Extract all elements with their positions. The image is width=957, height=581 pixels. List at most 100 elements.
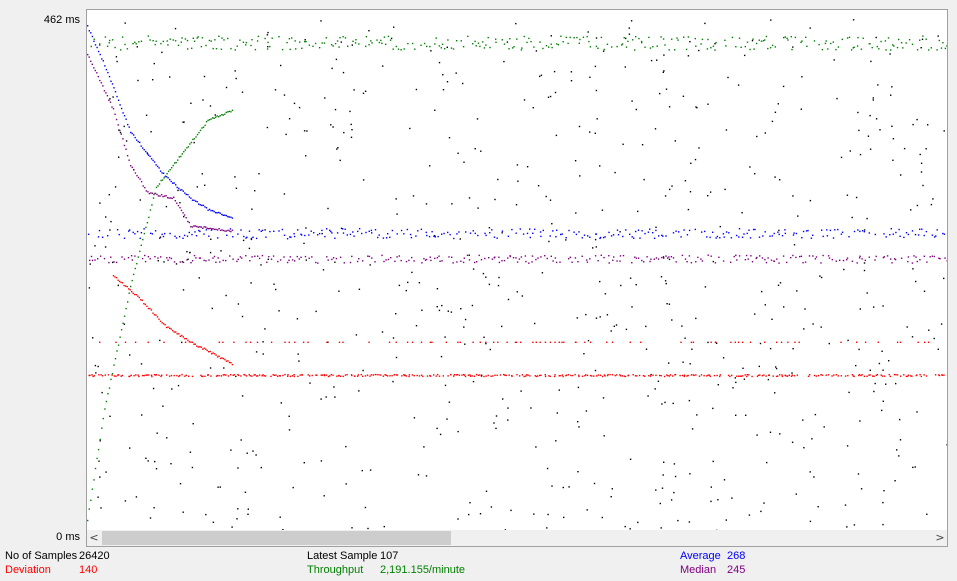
sample-point (550, 35, 552, 37)
median-point (745, 254, 748, 257)
average-point (746, 232, 748, 235)
deviation-point (117, 279, 119, 281)
sample-point (506, 41, 509, 43)
throughput-point (621, 43, 624, 45)
average-point (313, 232, 315, 234)
throughput-point (392, 48, 394, 50)
sample-point (255, 454, 257, 456)
average-point (331, 232, 333, 234)
throughput-point (220, 48, 223, 50)
deviation-point (681, 374, 684, 377)
median-point (180, 209, 183, 212)
deviation-point (781, 374, 783, 376)
sample-point (333, 386, 335, 388)
average-point (892, 233, 894, 235)
average-point (484, 232, 486, 235)
sample-point (696, 414, 698, 416)
sample-point (450, 311, 453, 313)
average-point (647, 231, 650, 233)
sample-point (809, 27, 811, 29)
throughput-point (189, 143, 191, 145)
deviation-point (395, 341, 397, 343)
median-point (203, 259, 205, 262)
average-point (139, 141, 141, 144)
average-point (159, 237, 161, 239)
average-point (722, 233, 725, 235)
sample-point (369, 264, 371, 266)
throughput-point (621, 44, 623, 46)
sample-point (792, 46, 794, 48)
sample-point (471, 304, 474, 307)
sample-point (840, 156, 843, 159)
throughput-point (122, 322, 124, 324)
sample-point (593, 482, 596, 485)
throughput-point (175, 161, 177, 164)
sample-point (690, 162, 692, 164)
deviation-point (589, 374, 592, 377)
average-point (122, 112, 124, 114)
deviation-point (288, 341, 290, 343)
deviation-point (150, 374, 153, 376)
throughput-point (835, 48, 837, 51)
average-point (317, 234, 319, 236)
horizontal-scrollbar[interactable]: < > (87, 530, 947, 546)
throughput-point (139, 250, 141, 253)
sample-point (236, 518, 238, 520)
average-point (334, 237, 336, 239)
throughput-point (288, 38, 291, 40)
throughput-point (198, 131, 200, 134)
median-point (126, 155, 129, 157)
deviation-point (118, 374, 120, 376)
average-point (754, 228, 756, 231)
average-point (807, 229, 809, 232)
average-point (821, 229, 823, 231)
deviation-point (209, 350, 211, 353)
deviation-point (320, 374, 322, 376)
median-point (799, 255, 801, 258)
deviation-point (872, 375, 874, 377)
scroll-thumb[interactable] (102, 531, 451, 545)
average-point (385, 237, 388, 239)
sample-point (241, 395, 244, 397)
throughput-point (787, 39, 789, 41)
sample-point (146, 153, 149, 155)
sample-point (735, 414, 737, 416)
sample-point (510, 509, 512, 512)
deviation-point (181, 373, 183, 376)
sample-point (92, 337, 94, 339)
sample-point (625, 37, 627, 40)
sample-point (811, 438, 813, 440)
deviation-point (164, 324, 166, 326)
sample-point (186, 251, 188, 253)
average-point (120, 107, 123, 110)
deviation-point (791, 374, 793, 376)
sample-point (340, 227, 343, 230)
deviation-point (925, 375, 928, 377)
median-point (241, 257, 243, 259)
sample-point (353, 89, 355, 91)
throughput-point (380, 39, 382, 42)
average-point (123, 115, 126, 117)
throughput-point (925, 38, 927, 40)
scroll-left-button[interactable]: < (89, 531, 99, 544)
average-point (204, 206, 206, 208)
throughput-point (414, 48, 416, 50)
median-point (478, 254, 480, 257)
deviation-point (158, 318, 160, 320)
throughput-point (758, 39, 760, 41)
median-point (200, 226, 202, 228)
throughput-point (281, 48, 284, 51)
sample-point (611, 488, 613, 490)
median-point (205, 226, 207, 228)
sample-point (875, 118, 878, 120)
median-point (525, 260, 527, 263)
median-point (228, 230, 231, 232)
deviation-point (170, 328, 172, 330)
scroll-right-button[interactable]: > (935, 531, 945, 544)
median-point (613, 256, 615, 258)
average-point (595, 233, 597, 235)
sample-point (367, 527, 369, 530)
sample-point (906, 326, 908, 328)
sample-point (212, 521, 215, 523)
median-point (688, 255, 691, 257)
